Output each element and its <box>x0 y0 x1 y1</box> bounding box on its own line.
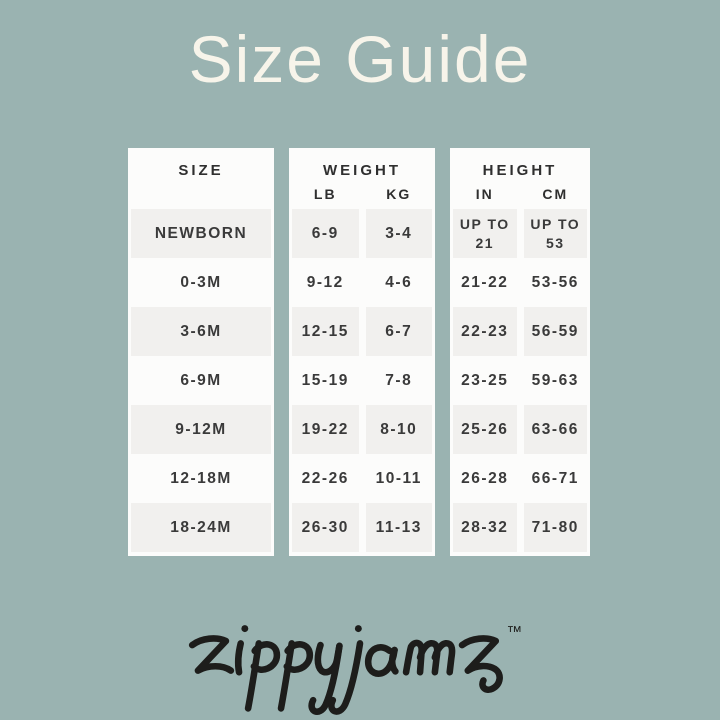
lb-cell: 19-22 <box>292 405 359 454</box>
in-cell: UP TO 21 <box>453 209 517 258</box>
zippyjamz-logo: zippyjamz ™ <box>179 599 541 720</box>
in-cell: 25-26 <box>453 405 517 454</box>
size-column-header: SIZE <box>178 162 224 179</box>
size-cell: 9-12M <box>175 420 227 438</box>
table-row: 0-3M <box>131 258 271 307</box>
cm-cell: 53-56 <box>531 273 579 291</box>
kg-cell: 6-7 <box>365 307 432 356</box>
size-cell: NEWBORN <box>154 224 248 242</box>
size-guide-table: SIZE NEWBORN 0-3M 3-6M 6-9M 9-12M 12-18M… <box>128 148 590 556</box>
table-row: 26-28 66-71 <box>453 454 587 503</box>
table-row: 25-26 63-66 <box>453 405 587 454</box>
size-cell: 3-6M <box>180 322 222 340</box>
table-row: 28-32 71-80 <box>453 503 587 552</box>
size-cell: 12-18M <box>170 469 232 487</box>
in-cell: 26-28 <box>461 469 509 487</box>
table-row: UP TO 21 UP TO 53 <box>453 209 587 258</box>
kg-cell: 7-8 <box>385 371 413 389</box>
table-row: 15-19 7-8 <box>292 356 432 405</box>
lb-cell: 22-26 <box>301 469 349 487</box>
lb-subcolumn-header: LB <box>313 186 337 202</box>
size-panel-header: SIZE <box>131 148 271 209</box>
table-row: 6-9M <box>131 356 271 405</box>
cm-cell: UP TO 53 <box>523 209 587 258</box>
kg-cell: 10-11 <box>375 469 422 487</box>
size-cell: 18-24M <box>170 518 232 536</box>
table-row: 9-12M <box>131 405 271 454</box>
page-title: Size Guide <box>188 22 532 96</box>
table-row: 23-25 59-63 <box>453 356 587 405</box>
in-cell: 23-25 <box>461 371 509 389</box>
logo-letter-i <box>234 640 244 676</box>
cm-cell: 63-66 <box>523 405 587 454</box>
table-row: 26-30 11-13 <box>292 503 432 552</box>
zippyjamz-logo-svg: zippyjamz ™ <box>188 624 522 715</box>
size-cell: 6-9M <box>180 371 222 389</box>
lb-cell: 6-9 <box>292 209 359 258</box>
height-panel: HEIGHT IN CM UP TO 21 UP TO 53 21-22 53-… <box>450 148 590 556</box>
logo-letter-j <box>328 640 364 715</box>
lb-cell: 12-15 <box>292 307 359 356</box>
kg-cell: 3-4 <box>365 209 432 258</box>
cm-cell: 56-59 <box>523 307 587 356</box>
kg-cell: 4-6 <box>385 273 413 291</box>
kg-cell: 8-10 <box>365 405 432 454</box>
cm-cell: 71-80 <box>523 503 587 552</box>
kg-subcolumn-header: KG <box>386 186 412 202</box>
logo-letter-z <box>188 635 235 674</box>
table-row: NEWBORN <box>131 209 271 258</box>
size-panel: SIZE NEWBORN 0-3M 3-6M 6-9M 9-12M 12-18M… <box>128 148 274 556</box>
cm-subcolumn-header: CM <box>542 186 569 202</box>
cm-cell: 66-71 <box>531 469 579 487</box>
table-row: 12-18M <box>131 454 271 503</box>
logo-i-dot <box>241 625 249 633</box>
table-row: 22-26 10-11 <box>292 454 432 503</box>
height-panel-header: HEIGHT IN CM <box>453 148 587 209</box>
trademark-symbol: ™ <box>506 624 522 641</box>
height-column-header: HEIGHT <box>482 162 558 179</box>
in-subcolumn-header: IN <box>475 186 494 202</box>
lb-cell: 9-12 <box>306 273 344 291</box>
logo-letter-m <box>402 639 456 676</box>
weight-column-header: WEIGHT <box>323 162 401 179</box>
table-row: 19-22 8-10 <box>292 405 432 454</box>
table-row: 21-22 53-56 <box>453 258 587 307</box>
kg-cell: 11-13 <box>365 503 432 552</box>
table-row: 3-6M <box>131 307 271 356</box>
cm-cell: 59-63 <box>531 371 579 389</box>
weight-panel: WEIGHT LB KG 6-9 3-4 9-12 4-6 12-15 6-7 … <box>289 148 435 556</box>
lb-cell: 26-30 <box>292 503 359 552</box>
table-row: 9-12 4-6 <box>292 258 432 307</box>
height-subheaders: IN CM <box>453 186 587 202</box>
in-cell: 21-22 <box>461 273 509 291</box>
in-cell: 22-23 <box>453 307 517 356</box>
in-cell: 28-32 <box>453 503 517 552</box>
table-row: 18-24M <box>131 503 271 552</box>
lb-cell: 15-19 <box>301 371 349 389</box>
table-row: 6-9 3-4 <box>292 209 432 258</box>
logo-j-dot <box>354 625 362 633</box>
weight-subheaders: LB KG <box>292 186 432 202</box>
size-cell: 0-3M <box>180 273 222 291</box>
table-row: 22-23 56-59 <box>453 307 587 356</box>
weight-panel-header: WEIGHT LB KG <box>292 148 432 209</box>
table-row: 12-15 6-7 <box>292 307 432 356</box>
logo-letter-z-tail <box>458 635 503 693</box>
